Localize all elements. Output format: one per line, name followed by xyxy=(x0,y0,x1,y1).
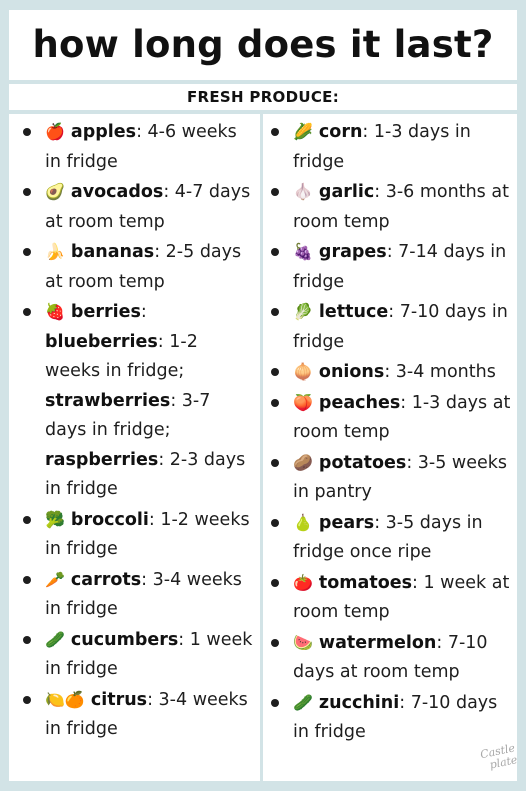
produce-name: avocados xyxy=(70,182,164,202)
storage-duration: : 7-10 days in fridge xyxy=(293,302,508,352)
list-item-apples: 🍎 apples: 4-6 weeks in fridge xyxy=(23,117,255,177)
infographic-panel: how long does it last? FRESH PRODUCE: Ca… xyxy=(9,10,519,791)
right-column-list: 🌽 corn: 1-3 days in fridge 🧄 garlic: 3-6 mo… xyxy=(271,117,515,748)
produce-name: peaches xyxy=(318,392,401,413)
peach-icon: 🍑 xyxy=(293,392,313,412)
storage-duration: : 7-14 days in fridge xyxy=(293,242,507,292)
storage-duration: : 2-5 days at room temp xyxy=(45,242,242,292)
storage-duration: : 3-5 weeks in pantry xyxy=(293,452,508,503)
storage-duration: : 3-5 days in fridge once ripe xyxy=(293,512,483,563)
watermelon-icon: 🍉 xyxy=(293,632,313,652)
tomato-icon: 🍅 xyxy=(293,572,313,592)
storage-duration: : 1-3 days at room temp xyxy=(293,392,511,443)
sub-item-blueberries: blueberries: 1-2 weeks in fridge; xyxy=(45,328,255,387)
storage-duration: : 3-7 days in fridge; xyxy=(45,390,211,441)
column-divider xyxy=(260,114,263,791)
storage-duration: : 3-4 months xyxy=(384,362,496,382)
produce-name: cucumbers xyxy=(70,629,179,650)
list-item-cucumbers: 🥒 cucumbers: 1 week in fridge xyxy=(23,625,255,685)
list-item-citrus: 🍋🍊 citrus: 3-4 weeks in fridge xyxy=(23,685,255,745)
produce-name: lettuce xyxy=(318,302,389,322)
storage-duration: : 1 week at room temp xyxy=(293,572,510,623)
produce-name: garlic xyxy=(318,182,375,202)
storage-duration: : 4-6 weeks in fridge xyxy=(45,122,237,172)
produce-name: bananas xyxy=(70,242,155,262)
list-item-corn: 🌽 corn: 1-3 days in fridge xyxy=(271,117,515,177)
corn-icon: 🌽 xyxy=(293,122,313,141)
broccoli-icon: 🥦 xyxy=(45,509,65,529)
storage-duration: : 1-2 weeks in fridge xyxy=(45,509,250,560)
list-item-garlic: 🧄 garlic: 3-6 months at room temp xyxy=(271,177,515,237)
produce-name: apples xyxy=(70,122,137,142)
list-item-berries: 🍓 berries: blueberries: 1-2 weeks in fridg… xyxy=(23,297,255,505)
storage-duration: : 1 week in fridge xyxy=(45,629,253,680)
produce-name: citrus xyxy=(90,689,148,710)
banana-icon: 🍌 xyxy=(45,242,65,261)
avocado-icon: 🥑 xyxy=(45,182,65,201)
produce-name: carrots xyxy=(70,569,142,590)
page-title: how long does it last? xyxy=(32,23,494,66)
apple-icon: 🍎 xyxy=(45,122,65,141)
heading-divider xyxy=(9,110,517,114)
pear-icon: 🍐 xyxy=(293,512,313,532)
storage-duration: : 7-10 days in fridge xyxy=(293,692,498,743)
produce-variety-name: blueberries xyxy=(45,331,158,352)
onion-icon: 🧅 xyxy=(293,362,313,381)
produce-name: zucchini xyxy=(318,692,400,713)
storage-duration: : 3-4 weeks in fridge xyxy=(45,689,248,740)
list-item-peaches: 🍑 peaches: 1-3 days at room temp xyxy=(271,388,515,448)
storage-duration: : 2-3 days in fridge xyxy=(45,449,246,500)
produce-name: broccoli xyxy=(70,509,149,530)
title-divider xyxy=(9,80,517,84)
list-item-grapes: 🍇 grapes: 7-14 days in fridge xyxy=(271,237,515,297)
sub-item-raspberries: raspberries: 2-3 days in fridge xyxy=(45,446,255,505)
strawberry-icon: 🍓 xyxy=(45,302,65,321)
list-item-broccoli: 🥦 broccoli: 1-2 weeks in fridge xyxy=(23,505,255,565)
storage-duration: : 7-10 days at room temp xyxy=(293,632,488,683)
list-item-onions: 🧅 onions: 3-4 months xyxy=(271,357,515,388)
storage-duration: : 1-2 weeks in fridge; xyxy=(45,331,198,382)
produce-name: corn xyxy=(318,122,363,142)
list-item-zucchini: 🥒 zucchini: 7-10 days in fridge xyxy=(271,688,515,748)
produce-name: pears xyxy=(318,512,375,533)
potato-icon: 🥔 xyxy=(293,452,313,472)
lettuce-icon: 🥬 xyxy=(293,302,313,321)
storage-duration: : 3-6 months at room temp xyxy=(293,182,509,232)
left-column-list: 🍎 apples: 4-6 weeks in fridge 🥑 avocados: 4… xyxy=(23,117,255,745)
list-item-avocados: 🥑 avocados: 4-7 days at room temp xyxy=(23,177,255,237)
list-item-potatoes: 🥔 potatoes: 3-5 weeks in pantry xyxy=(271,448,515,508)
garlic-icon: 🧄 xyxy=(293,182,313,201)
list-item-lettuce: 🥬 lettuce: 7-10 days in fridge xyxy=(271,297,515,357)
grapes-icon: 🍇 xyxy=(293,242,313,261)
storage-duration: : 4-7 days at room temp xyxy=(45,182,251,232)
produce-variety-name: raspberries xyxy=(45,449,159,470)
carrot-icon: 🥕 xyxy=(45,569,65,589)
produce-name: grapes xyxy=(318,242,387,262)
storage-duration: : 1-3 days in fridge xyxy=(293,122,471,172)
produce-name: potatoes xyxy=(318,452,407,473)
produce-name: tomatoes xyxy=(318,572,413,593)
produce-name: berries xyxy=(70,302,141,322)
list-item-pears: 🍐 pears: 3-5 days in fridge once ripe xyxy=(271,508,515,568)
citrus-icon: 🍋🍊 xyxy=(45,689,85,709)
sub-item-strawberries: strawberries: 3-7 days in fridge; xyxy=(45,387,255,446)
section-heading: FRESH PRODUCE: xyxy=(186,88,339,106)
list-item-tomatoes: 🍅 tomatoes: 1 week at room temp xyxy=(271,568,515,628)
produce-name: onions xyxy=(318,362,385,382)
storage-duration: : xyxy=(140,302,147,322)
zucchini-icon: 🥒 xyxy=(293,692,313,712)
list-item-watermelon: 🍉 watermelon: 7-10 days at room temp xyxy=(271,628,515,688)
signature-logo: Castle plate xyxy=(479,741,519,774)
cucumber-icon: 🥒 xyxy=(45,629,65,649)
list-item-bananas: 🍌 bananas: 2-5 days at room temp xyxy=(23,237,255,297)
produce-variety-name: strawberries xyxy=(45,390,171,411)
list-item-carrots: 🥕 carrots: 3-4 weeks in fridge xyxy=(23,565,255,625)
produce-name: watermelon xyxy=(318,632,437,653)
storage-duration: : 3-4 weeks in fridge xyxy=(45,569,242,620)
